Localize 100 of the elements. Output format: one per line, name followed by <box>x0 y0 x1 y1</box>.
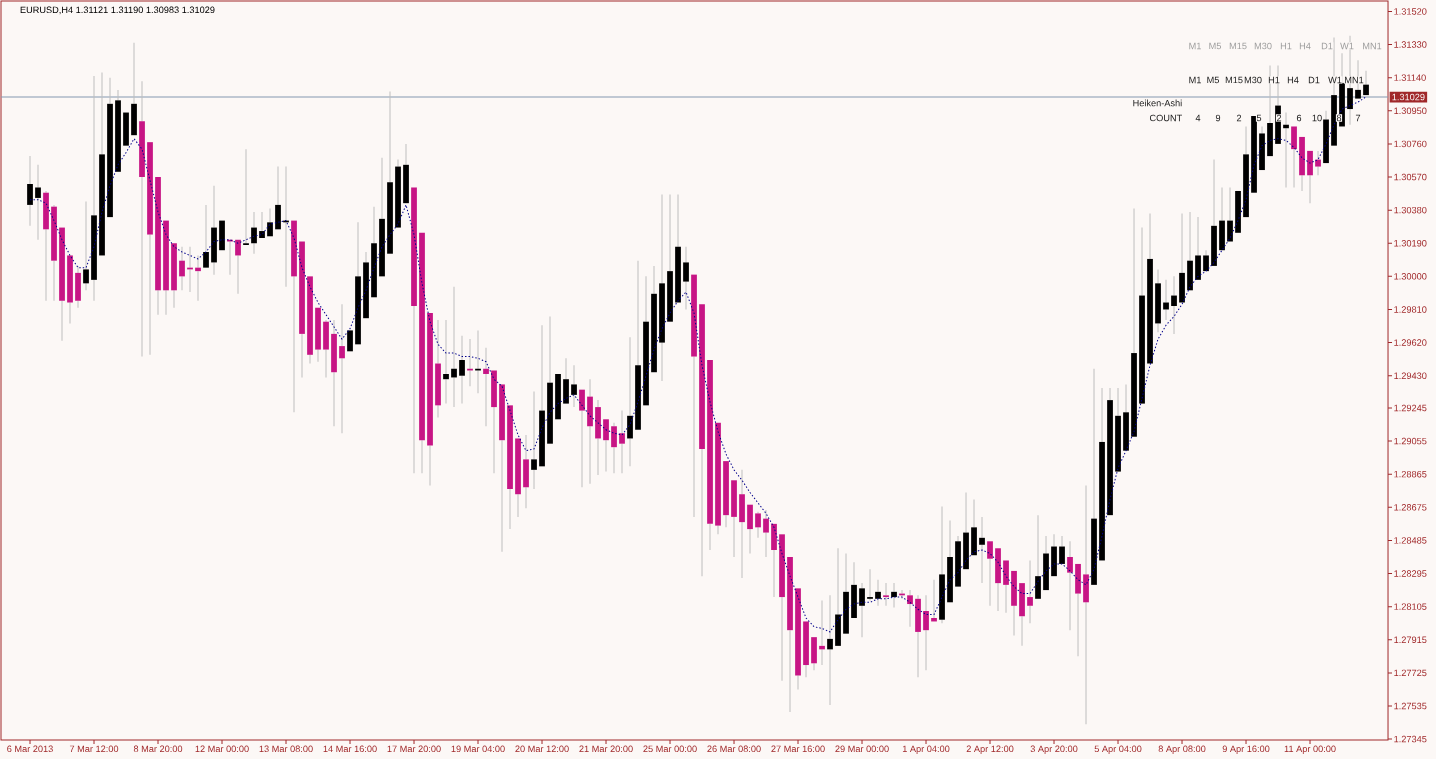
candlestick <box>411 187 417 474</box>
candlestick <box>323 319 329 378</box>
candlestick <box>707 360 713 551</box>
y-tick-label: 1.27725 <box>1394 669 1427 677</box>
candlestick <box>995 548 1001 612</box>
y-tick-label: 1.29620 <box>1394 339 1427 346</box>
candlestick <box>163 220 169 316</box>
x-tick-label: 14 Mar 16:00 <box>323 745 377 753</box>
candlestick <box>51 204 57 302</box>
candlestick <box>987 541 993 607</box>
candlestick <box>1211 159 1217 266</box>
y-tick-label: 1.30380 <box>1394 206 1427 214</box>
candlestick <box>763 509 769 558</box>
candlestick <box>563 357 569 404</box>
y-tick-label: 1.28295 <box>1394 570 1427 577</box>
candlestick <box>667 193 673 322</box>
annotation: 7 <box>1355 114 1361 122</box>
annotation: H4 <box>1299 42 1311 50</box>
candlestick <box>35 164 41 241</box>
candlestick <box>243 148 249 245</box>
y-tick-label: 1.29810 <box>1394 306 1427 313</box>
candlestick <box>1203 249 1209 272</box>
candlestick <box>1323 110 1329 164</box>
candlestick <box>523 434 529 509</box>
x-tick-label: 25 Mar 00:00 <box>643 745 697 753</box>
candlestick <box>907 589 913 628</box>
candlestick <box>619 410 625 474</box>
candlestick <box>859 582 865 638</box>
y-tick-label: 1.29055 <box>1394 437 1427 445</box>
ref-line-label: 1.31029 <box>1392 93 1425 101</box>
candlestick <box>395 159 401 228</box>
candlestick <box>747 504 753 554</box>
candlestick <box>1083 485 1089 725</box>
candlestick <box>603 419 609 473</box>
candlestick <box>1011 570 1017 636</box>
candlestick <box>955 535 961 587</box>
candlestick <box>595 399 601 476</box>
annotation: D1 <box>1308 76 1320 84</box>
annotation: MN1 <box>1363 42 1382 50</box>
candlestick <box>755 511 761 539</box>
candlestick <box>123 112 129 146</box>
candlestick <box>1059 535 1065 564</box>
candlestick <box>451 286 457 408</box>
candlestick <box>1131 207 1137 437</box>
candlestick <box>1315 150 1321 176</box>
candlestick <box>547 315 553 444</box>
annotation: M15 <box>1229 42 1247 50</box>
candlestick <box>315 307 321 363</box>
candlestick <box>947 519 953 603</box>
candlestick <box>939 505 945 624</box>
candlestick <box>403 143 409 204</box>
annotation: M30 <box>1244 76 1262 84</box>
annotation: COUNT <box>1149 114 1182 122</box>
x-tick-label: 2 Apr 12:00 <box>966 745 1014 754</box>
candlestick <box>1227 186 1233 242</box>
candlestick <box>827 594 833 706</box>
candlestick <box>339 303 345 434</box>
candlestick <box>1091 368 1097 585</box>
x-tick-label: 13 Mar 08:00 <box>259 745 313 753</box>
candlestick <box>355 221 361 345</box>
candlestick <box>1155 268 1161 333</box>
y-tick-label: 1.27915 <box>1394 636 1427 644</box>
candlestick <box>115 89 121 172</box>
x-tick-label: 8 Mar 20:00 <box>133 745 183 753</box>
candlestick <box>923 594 929 671</box>
annotation: 5 <box>1256 114 1262 122</box>
x-tick-label: 9 Apr 16:00 <box>1222 745 1270 754</box>
candlestick <box>971 498 977 556</box>
candlestick <box>675 193 681 303</box>
candlestick <box>91 75 97 302</box>
candlestick <box>1099 387 1105 561</box>
candlestick <box>83 200 89 291</box>
candlestick <box>1363 70 1369 96</box>
candlestick <box>307 276 313 365</box>
x-tick-label: 3 Apr 20:00 <box>1030 745 1078 754</box>
candlestick <box>1299 136 1305 192</box>
x-tick-label: 11 Apr 00:00 <box>1284 745 1336 754</box>
candlestick <box>459 335 465 405</box>
x-tick-label: 1 Apr 04:00 <box>902 745 950 754</box>
annotation: Heiken-Ashi <box>1133 99 1182 107</box>
candlestick <box>1075 563 1081 657</box>
x-tick-label: 29 Mar 00:00 <box>835 745 889 753</box>
candlestick <box>739 469 745 579</box>
x-tick-label: 21 Mar 20:00 <box>579 745 633 753</box>
x-tick-label: 27 Mar 16:00 <box>771 745 825 753</box>
candlestick <box>555 373 561 420</box>
x-tick-label: 7 Mar 12:00 <box>69 745 119 753</box>
candlestick <box>1283 112 1289 188</box>
candlestick <box>291 220 297 413</box>
candlestick <box>1123 383 1129 451</box>
candlestick <box>1179 213 1185 303</box>
candlestick <box>267 207 273 237</box>
annotation: M5 <box>1207 76 1220 84</box>
candlestick <box>435 319 441 419</box>
candlestick <box>379 157 385 277</box>
candlestick <box>259 211 265 239</box>
annotation: H4 <box>1287 76 1299 84</box>
candlestick <box>683 246 689 310</box>
y-tick-label: 1.27535 <box>1394 702 1427 710</box>
candlestick <box>147 142 153 356</box>
